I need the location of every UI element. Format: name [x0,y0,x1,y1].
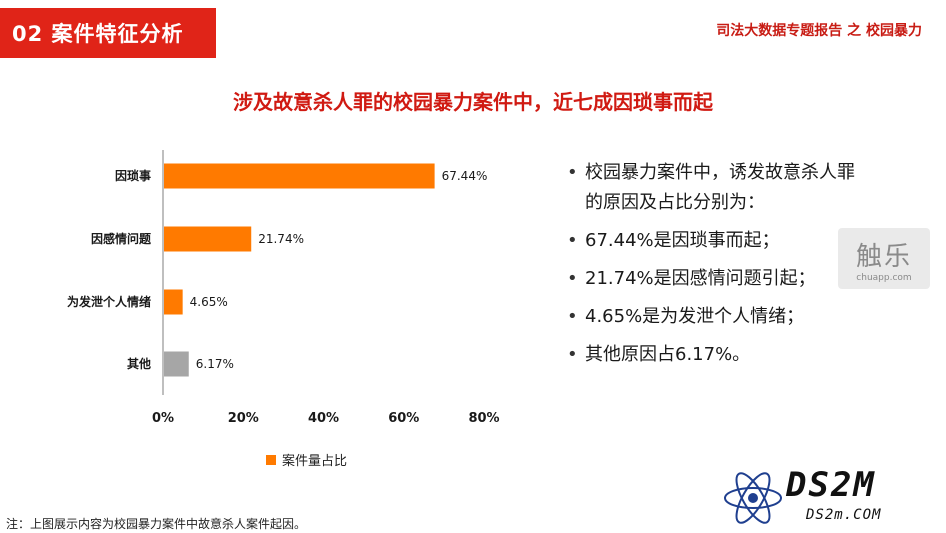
x-tick-label: 40% [308,411,339,426]
x-tick-label: 60% [388,411,419,426]
data-label: 67.44% [442,169,488,183]
atom-icon [724,472,782,524]
category-label: 其他 [127,356,151,371]
category-label: 因琐事 [115,168,151,183]
x-tick-label: 20% [228,411,259,426]
bullet-item: 其他原因占6.17%。 [565,340,865,370]
bar [164,163,435,189]
legend-label: 案件量占比 [282,454,348,469]
section-header-band: 02 案件特征分析 [0,8,216,58]
category-label: 因感情问题 [91,231,152,246]
category-label: 为发泄个人情绪 [67,294,151,309]
data-label: 21.74% [258,232,304,246]
data-label: 4.65% [190,295,228,309]
watermark-url: chuapp.com [856,273,912,283]
ds2m-logo: DS2M DS2m.COM [708,463,946,533]
ds2m-logo-url: DS2m.COM [806,507,882,523]
bullet-item: 21.74%是因感情问题引起； [565,264,865,294]
chart-legend: 案件量占比 [266,450,347,469]
x-tick-label: 80% [468,411,499,426]
summary-bullet-list: 校园暴力案件中，诱发故意杀人罪的原因及占比分别为： 67.44%是因琐事而起； … [565,158,865,378]
bar-chart: 因琐事 67.44% 因感情问题 21.74% 为发泄个人情绪 4.65% 其他 6.17% 0… [67,150,500,426]
section-title: 02 案件特征分析 [12,22,184,46]
report-title: 司法大数据专题报告 之 校园暴力 [716,23,922,39]
watermark-logo: 触乐 [855,242,912,272]
chuapp-watermark: 触乐 chuapp.com [838,228,930,289]
headline: 涉及故意杀人罪的校园暴力案件中，近七成因琐事而起 [233,90,713,114]
bullet-item: 校园暴力案件中，诱发故意杀人罪的原因及占比分别为： [565,158,865,218]
legend-swatch [266,454,276,465]
data-label: 6.17% [196,357,234,371]
bar [164,226,252,252]
bar [164,289,183,315]
ds2m-logo-text: DS2M [786,465,876,505]
bullet-item: 67.44%是因琐事而起； [565,226,865,256]
footnote: 注：上图展示内容为校园暴力案件中故意杀人案件起因。 [6,517,307,531]
bar [164,351,189,377]
bullet-item: 4.65%是为发泄个人情绪； [565,302,865,332]
x-tick-label: 0% [152,411,174,426]
